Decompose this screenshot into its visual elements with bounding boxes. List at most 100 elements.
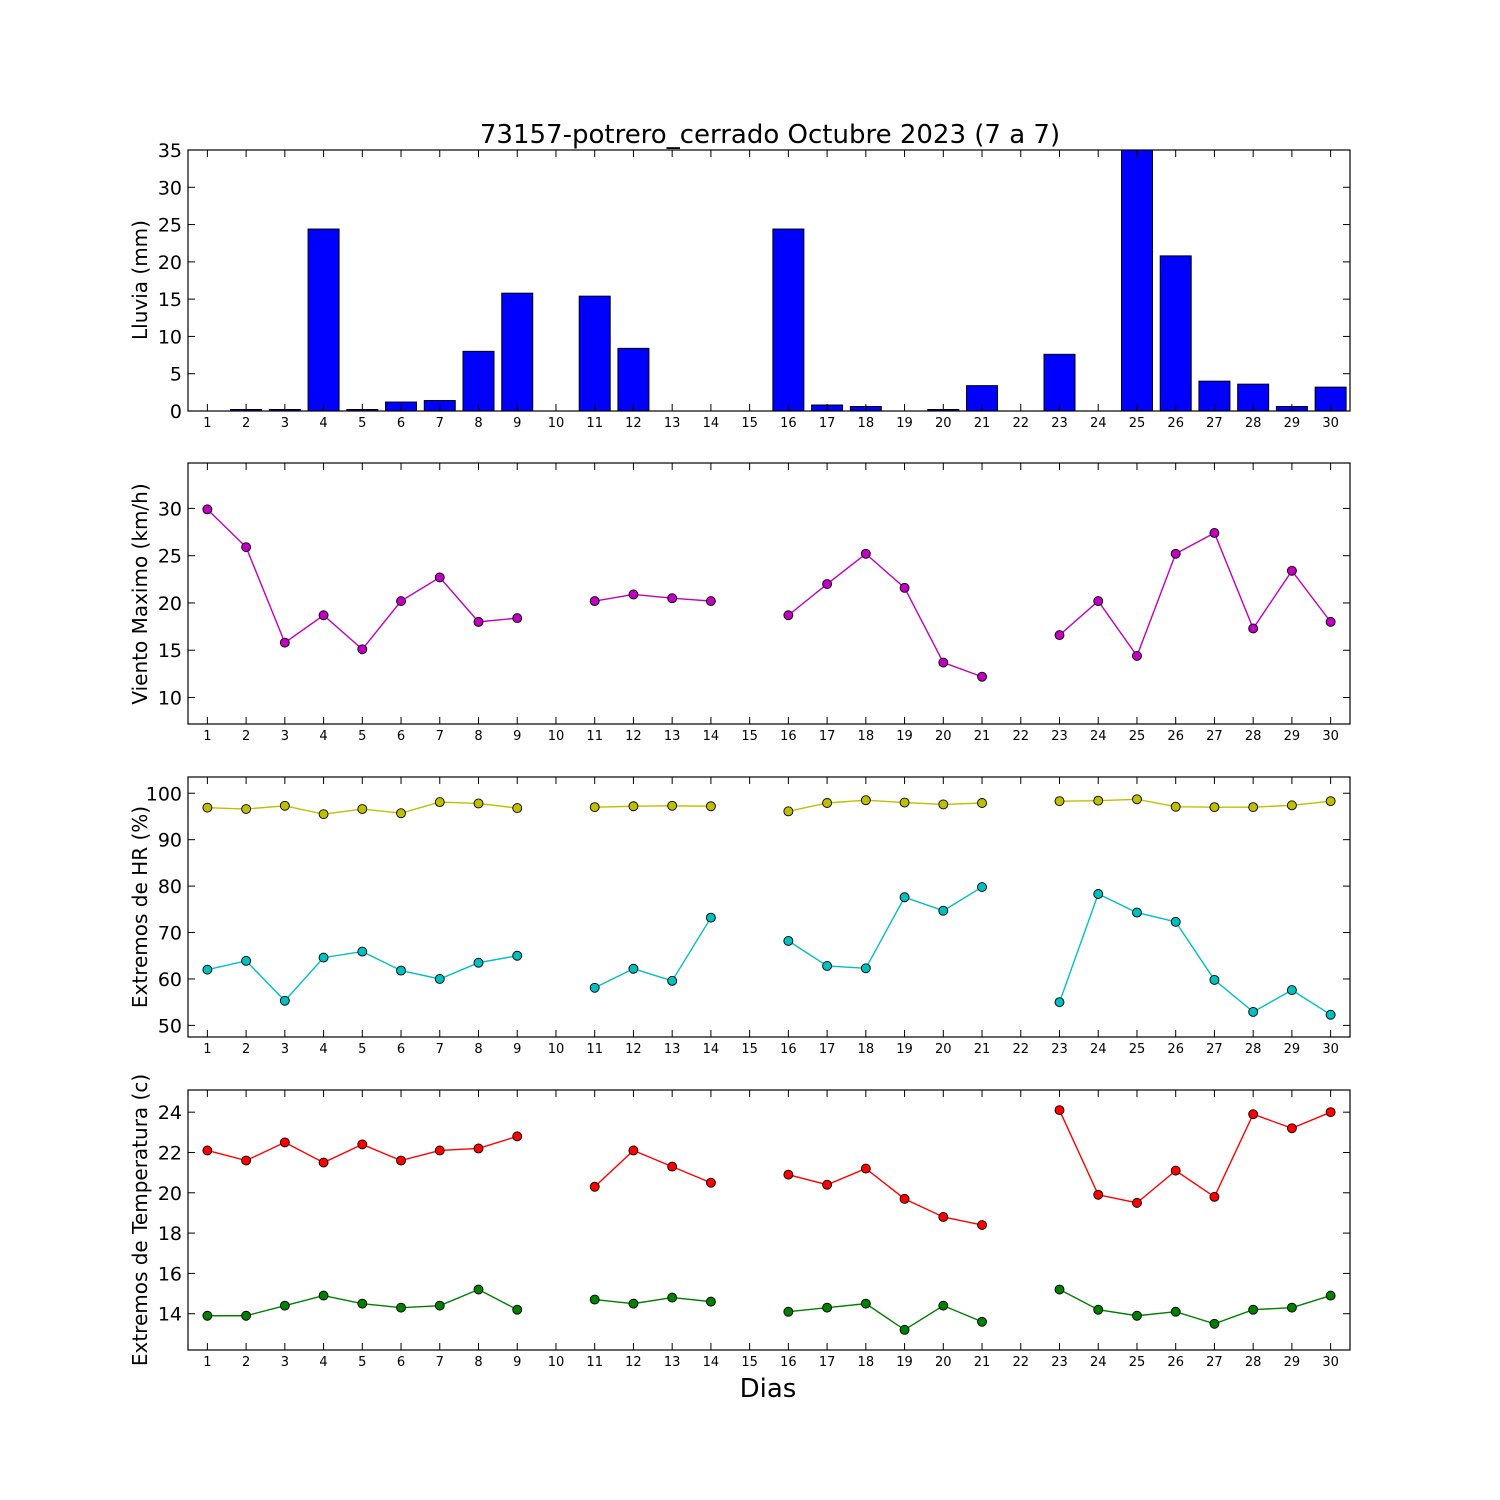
- xtick-label: 9: [513, 1355, 521, 1370]
- series-2-point-day-14: [705, 912, 716, 923]
- series-1-point-day-29: [1286, 800, 1297, 811]
- xtick-label: 17: [819, 729, 836, 744]
- series-2-point-day-17: [822, 1302, 833, 1313]
- xtick-label: 21: [974, 416, 991, 431]
- xtick-label: 29: [1284, 1042, 1301, 1057]
- series-2-point-day-29: [1286, 985, 1297, 996]
- xtick-label: 9: [513, 1042, 521, 1057]
- xtick-label: 26: [1167, 1042, 1184, 1057]
- series-2-point-day-4: [318, 1290, 329, 1301]
- ytick-label: 20: [158, 593, 182, 615]
- series-2-point-day-1: [202, 1310, 213, 1321]
- xtick-label: 20: [935, 1355, 952, 1370]
- series-2-point-day-24: [1093, 889, 1104, 899]
- ytick-label: 16: [158, 1263, 182, 1285]
- series-1-line-segment-3: [787, 552, 983, 678]
- xtick-label: 29: [1284, 1355, 1301, 1370]
- series-1-point-day-16: [783, 610, 794, 621]
- xtick-label: 28: [1245, 729, 1262, 744]
- series-2-line-segment-3: [787, 886, 983, 970]
- xtick-label: 6: [397, 1042, 405, 1057]
- xtick-label: 30: [1322, 1042, 1339, 1057]
- series-2-line-segment-3: [788, 1302, 983, 1331]
- series-1-point-day-19: [899, 797, 910, 808]
- xtick-label: 19: [896, 416, 913, 431]
- bar-day-25: [1120, 149, 1153, 412]
- series-1-line-segment-4: [1059, 798, 1331, 808]
- series-2-point-day-20: [938, 905, 949, 916]
- xtick-label: 5: [358, 416, 366, 431]
- series-1-line-segment-3: [788, 799, 983, 813]
- series-2-point-day-5: [357, 946, 368, 957]
- xtick-label: 7: [436, 416, 444, 431]
- xtick-label: 19: [896, 729, 913, 744]
- series-2-point-day-2: [241, 955, 252, 966]
- xtick-label: 5: [358, 729, 366, 744]
- series-1-point-day-7: [434, 572, 445, 583]
- xtick-label: 5: [358, 1042, 366, 1057]
- xtick-label: 30: [1322, 1355, 1339, 1370]
- xtick-label: 25: [1129, 1355, 1146, 1370]
- ytick-label: 10: [158, 688, 182, 710]
- series-1-point-day-3: [279, 637, 290, 648]
- xtick-label: 10: [548, 1355, 565, 1370]
- series-1-point-day-20: [938, 1212, 949, 1222]
- xtick-label: 18: [858, 729, 875, 744]
- ytick-label: 25: [158, 215, 182, 237]
- series-1-point-day-24: [1093, 795, 1104, 806]
- xtick-label: 18: [858, 416, 875, 431]
- series-1-point-day-8: [473, 798, 484, 809]
- series-1-point-day-28: [1248, 1109, 1259, 1120]
- series-2-point-day-23: [1054, 1284, 1065, 1295]
- series-2-point-day-19: [899, 1324, 910, 1335]
- series-1-point-day-16: [783, 1169, 794, 1180]
- series-1-point-day-30: [1325, 616, 1336, 627]
- ytick-label: 14: [158, 1304, 182, 1326]
- bar-day-11: [578, 295, 611, 412]
- xtick-label: 17: [819, 1355, 836, 1370]
- xtick-label: 11: [586, 1042, 603, 1057]
- series-2-point-day-1: [202, 964, 213, 975]
- xtick-label: 16: [780, 1042, 797, 1057]
- xtick-label: 22: [1012, 729, 1029, 744]
- xtick-label: 15: [741, 416, 758, 431]
- series-1-point-day-4: [318, 1157, 329, 1168]
- xtick-label: 13: [664, 729, 681, 744]
- series-1-line-segment-4: [1059, 531, 1332, 658]
- xtick-label: 3: [281, 416, 289, 431]
- bar-day-9: [501, 292, 534, 412]
- xtick-label: 10: [548, 729, 565, 744]
- series-1-point-day-1: [202, 802, 213, 813]
- series-2-point-day-3: [279, 1300, 290, 1311]
- panel-1-frame: [187, 149, 1351, 412]
- xtick-label: 12: [625, 1042, 642, 1057]
- series-1-point-day-9: [512, 803, 523, 814]
- series-1-point-day-21: [977, 1220, 987, 1230]
- xtick-label: 30: [1322, 729, 1339, 744]
- xtick-label: 9: [513, 729, 521, 744]
- series-1-point-day-12: [628, 589, 639, 600]
- xtick-label: 19: [896, 1042, 913, 1057]
- series-2-line-segment-2: [594, 917, 712, 989]
- xtick-label: 3: [281, 1042, 289, 1057]
- xtick-label: 14: [703, 416, 720, 431]
- xtick-label: 8: [474, 1042, 482, 1057]
- xtick-label: 12: [625, 1355, 642, 1370]
- series-1-point-day-19: [899, 582, 910, 593]
- xtick-label: 13: [664, 1355, 681, 1370]
- xtick-label: 26: [1167, 1355, 1184, 1370]
- xtick-label: 2: [242, 416, 250, 431]
- series-2-point-day-16: [783, 1306, 794, 1317]
- xtick-label: 7: [436, 1042, 444, 1057]
- xtick-label: 20: [935, 416, 952, 431]
- bar-day-12: [617, 347, 650, 412]
- ytick-label: 0: [170, 401, 182, 423]
- series-2-line-segment-4: [1058, 893, 1332, 1016]
- series-1-point-day-23: [1054, 796, 1065, 807]
- xtick-label: 29: [1284, 416, 1301, 431]
- series-1-point-day-29: [1286, 1123, 1297, 1134]
- series-1-point-day-23: [1054, 1105, 1065, 1116]
- series-1-point-day-28: [1248, 802, 1259, 813]
